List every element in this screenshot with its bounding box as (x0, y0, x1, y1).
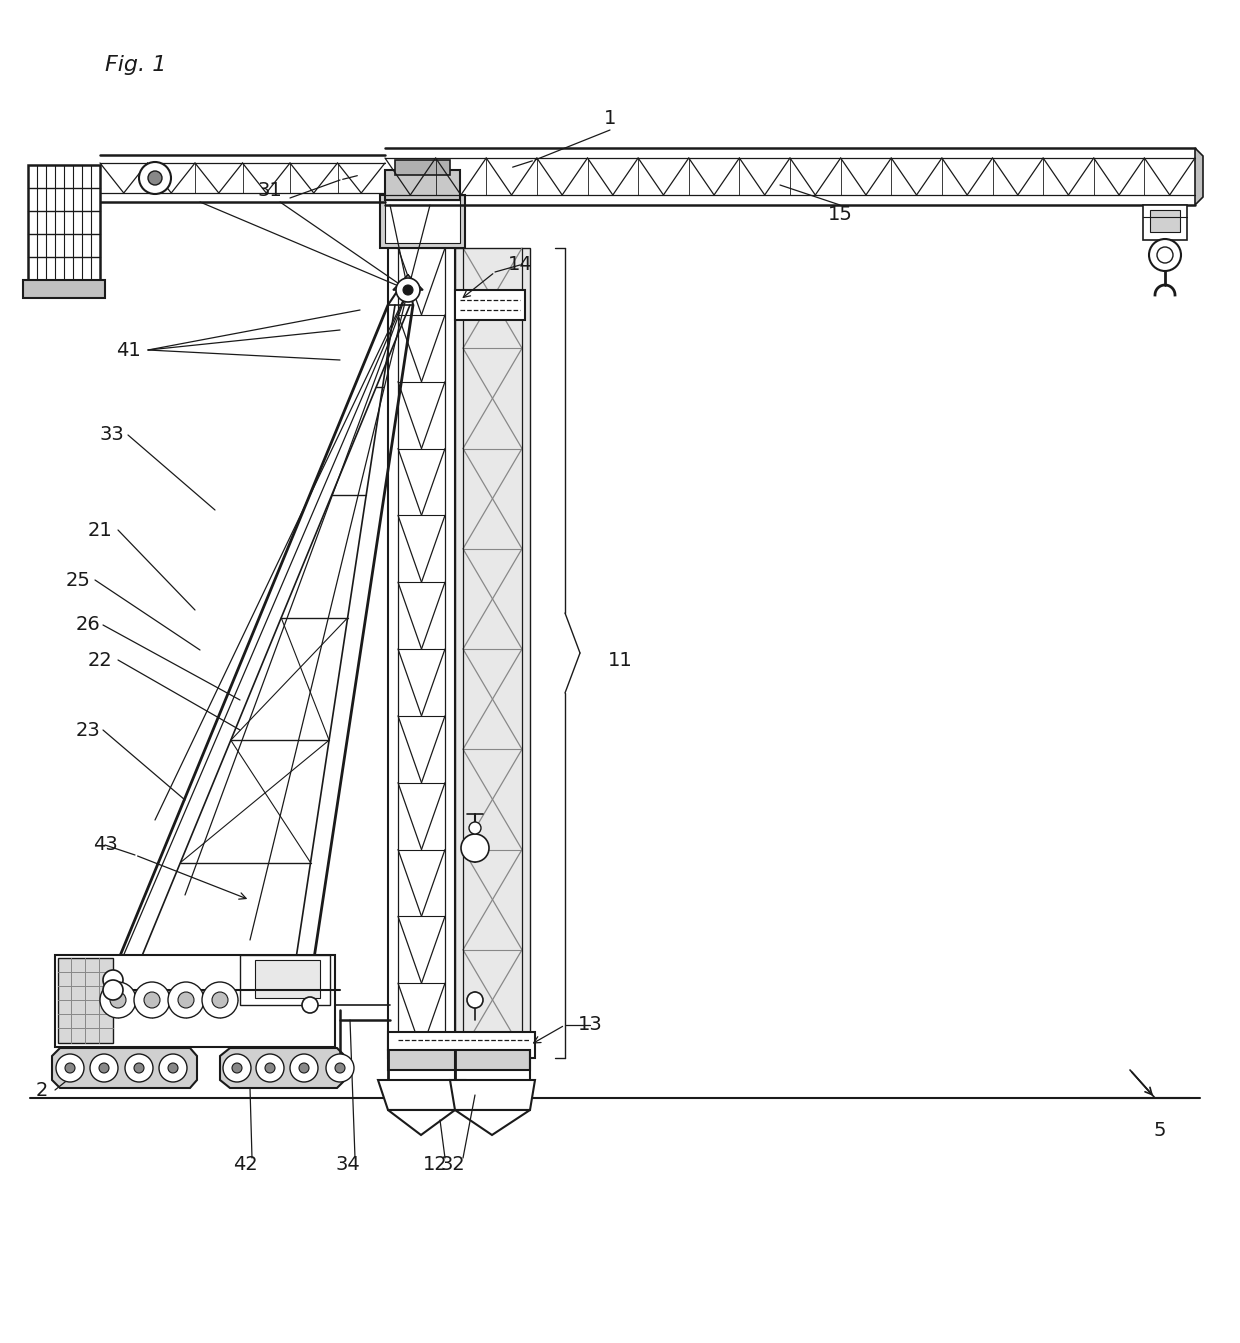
Text: 13: 13 (578, 1015, 603, 1034)
Text: 33: 33 (99, 426, 124, 445)
Text: 21: 21 (88, 521, 113, 540)
Bar (29, 165, 100, 279)
Circle shape (148, 171, 162, 185)
Circle shape (232, 1064, 242, 1073)
Circle shape (144, 992, 160, 1009)
Circle shape (167, 1064, 179, 1073)
Circle shape (167, 982, 205, 1018)
Circle shape (110, 992, 126, 1009)
Text: 11: 11 (608, 650, 632, 670)
Text: 34: 34 (336, 1155, 361, 1175)
Circle shape (467, 992, 484, 1009)
Circle shape (461, 834, 489, 862)
Circle shape (290, 1054, 317, 1082)
Circle shape (265, 1064, 275, 1073)
Text: 42: 42 (233, 1155, 258, 1175)
Circle shape (1157, 247, 1173, 263)
Circle shape (103, 970, 123, 990)
Text: 41: 41 (115, 341, 140, 360)
Circle shape (335, 1064, 345, 1073)
Polygon shape (52, 1048, 197, 1088)
Circle shape (202, 982, 238, 1018)
Circle shape (212, 992, 228, 1009)
Text: 25: 25 (66, 571, 91, 590)
Circle shape (91, 1054, 118, 1082)
Circle shape (303, 997, 317, 1013)
Text: 26: 26 (76, 615, 100, 634)
Bar (384, 200, 460, 243)
Text: 22: 22 (88, 650, 113, 670)
Bar (241, 955, 330, 1005)
Circle shape (179, 992, 193, 1009)
Text: 5: 5 (1153, 1120, 1167, 1139)
Circle shape (469, 822, 481, 834)
Circle shape (103, 980, 123, 1001)
Polygon shape (219, 1048, 345, 1088)
Circle shape (403, 285, 413, 295)
Circle shape (299, 1064, 309, 1073)
Polygon shape (455, 1111, 529, 1135)
Bar (255, 960, 320, 998)
Text: 12: 12 (423, 1155, 448, 1175)
Circle shape (223, 1054, 250, 1082)
Circle shape (255, 1054, 284, 1082)
Polygon shape (388, 1111, 455, 1135)
Circle shape (159, 1054, 187, 1082)
Bar (388, 1050, 529, 1070)
Circle shape (134, 1064, 144, 1073)
Text: 31: 31 (258, 180, 283, 200)
Bar (1143, 205, 1187, 240)
Circle shape (139, 163, 171, 193)
Circle shape (125, 1054, 153, 1082)
Circle shape (64, 1064, 74, 1073)
Text: 32: 32 (440, 1155, 465, 1175)
Bar (388, 1031, 534, 1058)
Text: 2: 2 (36, 1081, 48, 1100)
Bar (455, 290, 525, 320)
Circle shape (326, 1054, 353, 1082)
Text: 1: 1 (604, 109, 616, 128)
Text: 15: 15 (827, 205, 852, 224)
Bar (24, 279, 105, 298)
Circle shape (99, 1064, 109, 1073)
Circle shape (1149, 239, 1180, 271)
Bar (396, 160, 450, 175)
Bar (384, 171, 460, 200)
Polygon shape (450, 1080, 534, 1111)
Circle shape (56, 1054, 84, 1082)
Polygon shape (378, 1080, 465, 1111)
Text: 43: 43 (93, 835, 118, 854)
Bar (379, 195, 465, 248)
Text: Fig. 1: Fig. 1 (105, 55, 166, 75)
Text: 14: 14 (507, 255, 532, 274)
Bar (388, 248, 455, 1050)
Bar (455, 248, 529, 1050)
Bar (55, 955, 335, 1048)
Text: 23: 23 (76, 720, 100, 740)
Polygon shape (285, 984, 335, 1025)
Circle shape (396, 278, 420, 302)
Bar (1149, 210, 1180, 232)
Circle shape (134, 982, 170, 1018)
Polygon shape (393, 275, 423, 290)
Polygon shape (1195, 148, 1203, 205)
Circle shape (100, 982, 136, 1018)
Bar (58, 958, 113, 1044)
